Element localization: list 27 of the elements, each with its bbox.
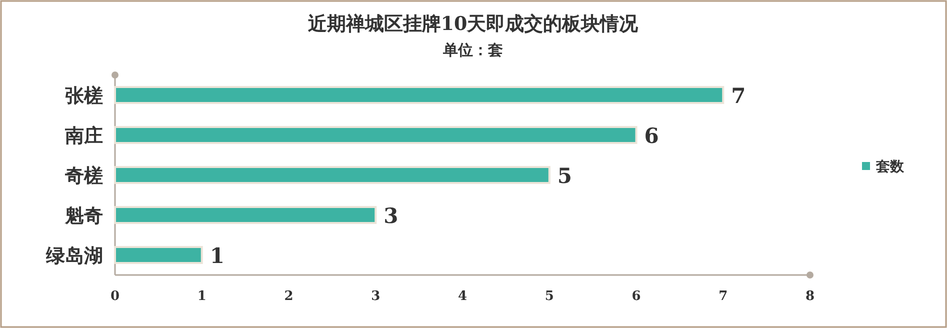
y-tick-label: 张槎 [65, 85, 103, 107]
data-label: 3 [384, 203, 398, 228]
y-tick-label: 奇槎 [64, 165, 103, 187]
data-label: 7 [731, 83, 746, 108]
x-tick-label: 4 [458, 289, 468, 304]
bar [114, 86, 724, 104]
legend-label: 套数 [875, 159, 905, 175]
bar [114, 206, 377, 224]
x-tick-label: 7 [718, 289, 728, 304]
x-tick-label: 2 [284, 289, 294, 304]
x-tick-label: 8 [805, 289, 815, 304]
x-tick-label: 3 [371, 289, 380, 304]
bar [114, 166, 550, 184]
x-tick-label: 1 [197, 289, 206, 304]
bar [114, 246, 203, 264]
x-tick-label: 6 [632, 289, 641, 304]
data-label: 5 [557, 163, 572, 188]
bar [114, 126, 638, 144]
y-tick-label: 南庄 [64, 125, 103, 147]
data-label: 1 [210, 243, 224, 268]
chart-subtitle: 单位：套 [442, 41, 503, 59]
y-tick-label: 绿岛湖 [45, 245, 103, 267]
data-label: 6 [644, 123, 659, 148]
x-tick-label: 0 [110, 289, 120, 304]
x-tick-label: 5 [544, 289, 554, 304]
chart-title: 近期禅城区挂牌10天即成交的板块情况 [306, 13, 640, 35]
y-tick-label: 魁奇 [64, 205, 103, 227]
